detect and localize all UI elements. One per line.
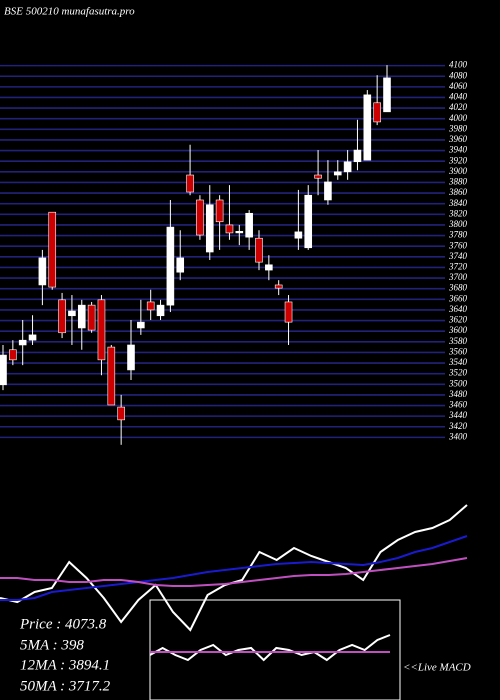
macd-label: <<Live MACD bbox=[403, 662, 471, 674]
candle-body bbox=[245, 212, 253, 238]
candle-body bbox=[107, 346, 116, 406]
candle-body bbox=[274, 284, 283, 289]
y-tick-label: 3480 bbox=[448, 389, 468, 399]
candle-body bbox=[363, 94, 372, 161]
y-tick-label: 3920 bbox=[448, 155, 468, 165]
y-tick-label: 3540 bbox=[448, 357, 468, 367]
candle-body bbox=[205, 204, 214, 253]
y-tick-label: 3960 bbox=[448, 134, 468, 144]
y-tick-label: 3740 bbox=[448, 251, 468, 261]
candle-body bbox=[186, 174, 194, 193]
candle-body bbox=[304, 194, 313, 249]
y-tick-label: 3420 bbox=[448, 421, 468, 431]
candle-body bbox=[97, 299, 106, 361]
candle-body bbox=[38, 257, 47, 286]
y-tick-label: 3800 bbox=[448, 219, 468, 229]
candle-body bbox=[137, 321, 145, 329]
candle-body bbox=[353, 149, 362, 163]
candle-body bbox=[127, 344, 135, 371]
y-tick-label: 3640 bbox=[448, 304, 468, 314]
y-tick-label: 3520 bbox=[448, 368, 468, 378]
candle-body bbox=[68, 310, 76, 317]
chart-title: BSE 500210 munafasutra.pro bbox=[4, 6, 135, 18]
candle-body bbox=[28, 334, 37, 341]
candle-body bbox=[265, 264, 273, 271]
info-12ma: 12MA : 3894.1 bbox=[20, 657, 110, 673]
y-tick-label: 3860 bbox=[448, 187, 468, 197]
candle-body bbox=[9, 349, 17, 361]
y-tick-label: 3500 bbox=[448, 378, 468, 388]
candle-body bbox=[235, 231, 244, 234]
candle-body bbox=[117, 406, 125, 421]
candle-body bbox=[294, 231, 303, 239]
y-tick-label: 4060 bbox=[449, 81, 468, 91]
info-50ma: 50MA : 3717.2 bbox=[20, 678, 111, 694]
y-tick-label: 3900 bbox=[448, 166, 468, 176]
y-tick-label: 3560 bbox=[448, 346, 468, 356]
candle-body bbox=[0, 354, 7, 386]
info-5ma: 5MA : 398 bbox=[20, 637, 84, 653]
candle-body bbox=[225, 224, 234, 234]
y-tick-label: 3440 bbox=[448, 410, 468, 420]
candle-body bbox=[314, 174, 322, 179]
y-tick-label: 3580 bbox=[448, 336, 468, 346]
y-tick-label: 3840 bbox=[448, 198, 468, 208]
candle-body bbox=[18, 339, 27, 346]
y-tick-label: 3400 bbox=[448, 431, 468, 441]
y-tick-label: 3880 bbox=[448, 177, 468, 187]
y-tick-label: 3780 bbox=[448, 230, 468, 240]
candle-body bbox=[373, 102, 381, 123]
line-series bbox=[0, 535, 468, 601]
y-tick-label: 3980 bbox=[448, 123, 468, 133]
candle-body bbox=[87, 304, 96, 331]
candle-body bbox=[343, 161, 352, 173]
y-tick-label: 3820 bbox=[448, 208, 468, 218]
candle-body bbox=[215, 199, 224, 223]
candle-body bbox=[324, 181, 332, 201]
y-tick-label: 3680 bbox=[448, 283, 468, 293]
y-tick-label: 4040 bbox=[449, 92, 468, 102]
candle-body bbox=[176, 257, 185, 273]
candle-body bbox=[255, 237, 263, 263]
candle-body bbox=[146, 301, 155, 311]
macd-box bbox=[149, 599, 401, 700]
y-tick-label: 3460 bbox=[448, 400, 468, 410]
y-tick-label: 3620 bbox=[448, 315, 468, 325]
y-tick-label: 3660 bbox=[448, 293, 468, 303]
y-tick-label: 3940 bbox=[448, 145, 468, 155]
candle-body bbox=[156, 304, 165, 317]
y-tick-label: 3720 bbox=[448, 261, 468, 271]
y-tick-label: 4000 bbox=[449, 113, 468, 123]
candle-body bbox=[48, 211, 57, 288]
line-series bbox=[0, 557, 468, 587]
candle-body bbox=[196, 199, 204, 236]
y-tick-label: 3760 bbox=[448, 240, 468, 250]
y-tick-label: 4020 bbox=[449, 102, 468, 112]
info-price: Price : 4073.8 bbox=[19, 616, 107, 632]
y-tick-label: 3600 bbox=[448, 325, 468, 335]
candle-body bbox=[383, 77, 391, 113]
candle-body bbox=[166, 226, 175, 306]
line-series bbox=[149, 634, 391, 662]
y-tick-label: 4080 bbox=[449, 70, 468, 80]
candle-body bbox=[284, 301, 293, 323]
y-tick-label: 3700 bbox=[448, 272, 468, 282]
y-tick-label: 4100 bbox=[449, 60, 468, 70]
candle-body bbox=[77, 304, 86, 329]
candle-body bbox=[58, 299, 66, 334]
candle-body bbox=[333, 171, 342, 176]
